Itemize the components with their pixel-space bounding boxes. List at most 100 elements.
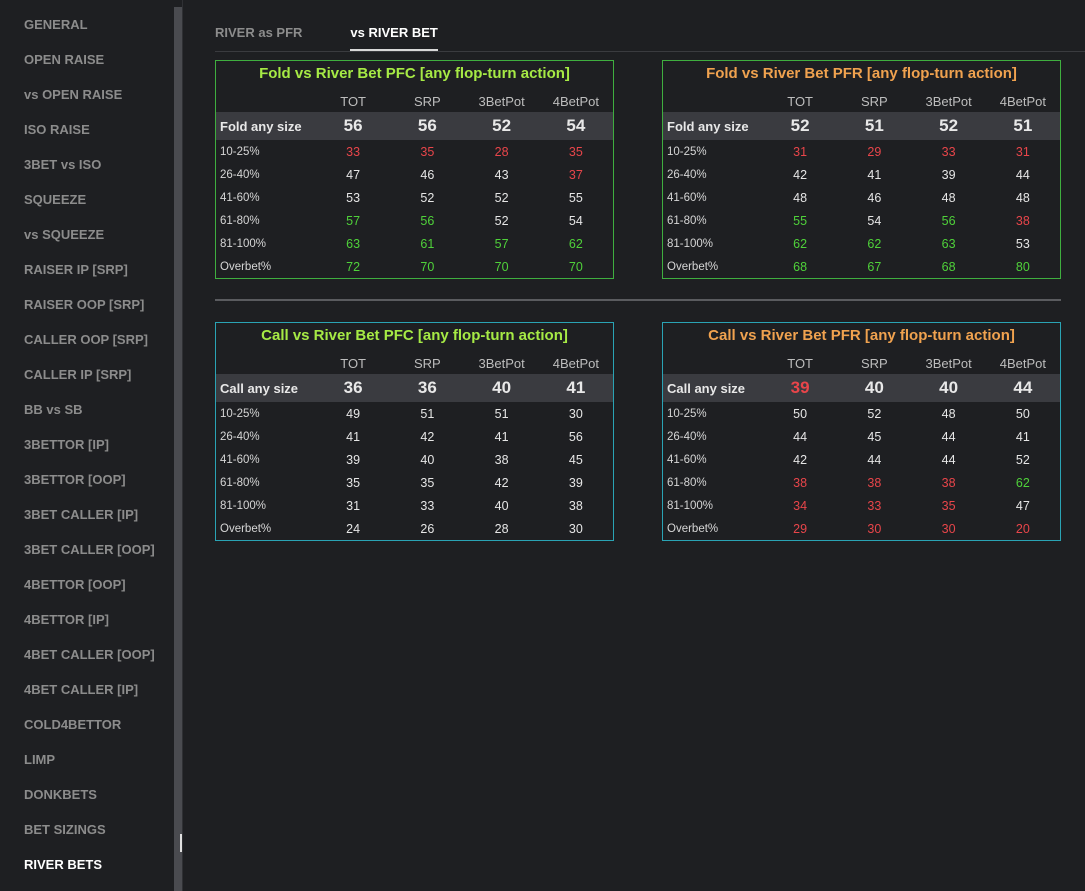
sidebar-item-iso-raise[interactable]: ISO RAISE: [24, 122, 90, 137]
sidebar-item-3bettor-ip[interactable]: 3BETTOR [IP]: [24, 437, 109, 452]
sidebar-item-raiser-oop-srp[interactable]: RAISER OOP [SRP]: [24, 297, 145, 312]
summary-value: 36: [390, 374, 465, 402]
cell-value: 24: [346, 521, 361, 536]
vertical-divider: [182, 0, 183, 891]
cell-value: 61: [420, 236, 435, 251]
column-header: 4BetPot: [552, 94, 599, 109]
table-header-row: TOT SRP 3BetPot 4BetPot: [663, 87, 1060, 112]
sidebar-item-general[interactable]: GENERAL: [24, 17, 88, 32]
summary-value: 51: [837, 112, 912, 140]
cell-value: 53: [1015, 236, 1030, 251]
row-label: 41-60%: [220, 453, 260, 466]
summary-row: Call any size 36 36 40 41: [216, 374, 613, 402]
column-header: SRP: [861, 94, 888, 109]
cell-value: 38: [568, 498, 583, 513]
sidebar-item-3bet-caller-ip[interactable]: 3BET CALLER [IP]: [24, 507, 139, 522]
cell-value: 48: [793, 190, 808, 205]
sidebar-item-cold4bettor[interactable]: COLD4BETTOR: [24, 717, 122, 732]
sidebar-item-4bettor-ip[interactable]: 4BETTOR [IP]: [24, 612, 109, 627]
row-label: 61-80%: [220, 476, 260, 489]
sidebar-item-limp[interactable]: LIMP: [24, 752, 56, 767]
sidebar-item-caller-ip-srp[interactable]: CALLER IP [SRP]: [24, 367, 132, 382]
cell-value: 42: [793, 452, 808, 467]
cell-value: 63: [346, 236, 361, 251]
sidebar-scrollbar-thumb[interactable]: [174, 7, 182, 891]
cell-value: 38: [793, 475, 808, 490]
cell-value: 39: [568, 475, 583, 490]
tab-river-as-pfr[interactable]: RIVER as PFR: [215, 25, 303, 40]
cell-value: 50: [793, 406, 808, 421]
table-row: Overbet% 68 67 68 80: [663, 255, 1060, 278]
column-header: TOT: [340, 356, 366, 371]
table-row: 41-60% 42 44 44 52: [663, 448, 1060, 471]
cell-value: 39: [941, 167, 956, 182]
column-header: 3BetPot: [478, 356, 525, 371]
cell-value: 29: [867, 144, 882, 159]
cell-value: 33: [867, 498, 882, 513]
row-label: 10-25%: [667, 407, 707, 420]
column-header: 4BetPot: [552, 356, 599, 371]
sidebar-item-bb-vs-sb[interactable]: BB vs SB: [24, 402, 83, 417]
cell-value: 62: [1015, 475, 1030, 490]
cell-value: 30: [568, 406, 583, 421]
summary-row: Call any size 39 40 40 44: [663, 374, 1060, 402]
sidebar-item-open-raise[interactable]: OPEN RAISE: [24, 52, 105, 67]
cell-value: 43: [494, 167, 509, 182]
cell-value: 72: [346, 259, 361, 274]
sidebar-item-3bet-caller-oop[interactable]: 3BET CALLER [OOP]: [24, 542, 155, 557]
cell-value: 46: [420, 167, 435, 182]
sidebar-scrollbar[interactable]: [174, 7, 182, 891]
header-blank: [663, 87, 763, 112]
table-row: 10-25% 31 29 33 31: [663, 140, 1060, 163]
sidebar-item-3bettor-oop[interactable]: 3BETTOR [OOP]: [24, 472, 126, 487]
sidebar-item-bet-sizings[interactable]: BET SIZINGS: [24, 822, 106, 837]
sidebar-item-donkbets[interactable]: DONKBETS: [24, 787, 97, 802]
table-row: Overbet% 29 30 30 20: [663, 517, 1060, 540]
row-label: 81-100%: [667, 499, 714, 512]
sidebar-item-caller-oop-srp[interactable]: CALLER OOP [SRP]: [24, 332, 148, 347]
cell-value: 52: [494, 213, 509, 228]
table-row: 41-60% 48 46 48 48: [663, 186, 1060, 209]
cell-value: 54: [568, 213, 583, 228]
section-divider: [215, 299, 1061, 301]
cell-value: 62: [793, 236, 808, 251]
summary-value: 52: [763, 112, 838, 140]
sidebar-item-squeeze[interactable]: SQUEEZE: [24, 192, 87, 207]
cell-value: 40: [420, 452, 435, 467]
table-row: 10-25% 33 35 28 35: [216, 140, 613, 163]
cell-value: 30: [867, 521, 882, 536]
cell-value: 49: [346, 406, 361, 421]
table-row: 81-100% 31 33 40 38: [216, 494, 613, 517]
summary-label: Call any size: [663, 374, 763, 402]
sidebar-item-vs-squeeze[interactable]: vs SQUEEZE: [24, 227, 105, 242]
cell-value: 26: [420, 521, 435, 536]
column-header: 4BetPot: [999, 356, 1046, 371]
cell-value: 80: [1015, 259, 1030, 274]
table-row: 41-60% 53 52 52 55: [216, 186, 613, 209]
sidebar-item-4bettor-oop[interactable]: 4BETTOR [OOP]: [24, 577, 126, 592]
table-row: 10-25% 50 52 48 50: [663, 402, 1060, 425]
sidebar-item-vs-open-raise[interactable]: vs OPEN RAISE: [24, 87, 123, 102]
cell-value: 50: [1015, 406, 1030, 421]
cell-value: 28: [494, 144, 509, 159]
row-label: 61-80%: [220, 214, 260, 227]
sidebar-item-3bet-vs-iso[interactable]: 3BET vs ISO: [24, 157, 102, 172]
text-cursor: [180, 834, 182, 852]
cell-value: 52: [867, 406, 882, 421]
sidebar-item-river-bets[interactable]: RIVER BETS: [24, 857, 103, 872]
cell-value: 48: [941, 190, 956, 205]
cell-value: 44: [941, 452, 956, 467]
sidebar-item-4bet-caller-oop[interactable]: 4BET CALLER [OOP]: [24, 647, 155, 662]
cell-value: 44: [867, 452, 882, 467]
cell-value: 41: [1015, 429, 1030, 444]
row-label: 41-60%: [667, 453, 707, 466]
table-row: Overbet% 72 70 70 70: [216, 255, 613, 278]
sidebar-item-4bet-caller-ip[interactable]: 4BET CALLER [IP]: [24, 682, 139, 697]
sidebar-item-raiser-ip-srp[interactable]: RAISER IP [SRP]: [24, 262, 128, 277]
tab-vs-river-bet[interactable]: vs RIVER BET: [350, 25, 438, 51]
cell-value: 57: [346, 213, 361, 228]
table-row: 26-40% 42 41 39 44: [663, 163, 1060, 186]
cell-value: 44: [1015, 167, 1030, 182]
call-pfc-panel: Call vs River Bet PFC [any flop-turn act…: [215, 322, 614, 541]
cell-value: 33: [346, 144, 361, 159]
